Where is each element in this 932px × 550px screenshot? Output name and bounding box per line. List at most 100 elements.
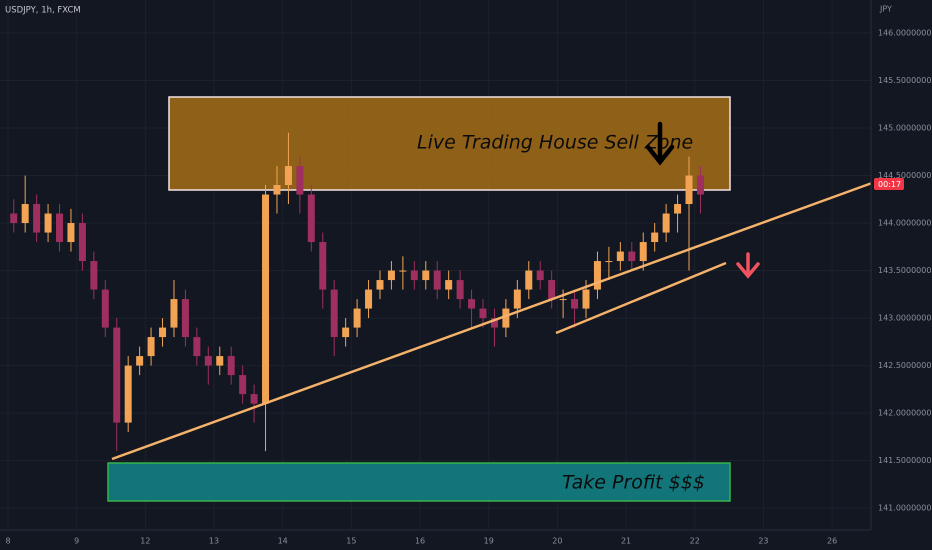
candle-body	[147, 337, 155, 357]
candle-body	[399, 270, 407, 272]
y-tick-label: 143.500000000	[878, 266, 932, 275]
x-tick-label: 20	[552, 537, 562, 546]
x-tick-label: 23	[758, 537, 768, 546]
y-tick-label: 141.500000000	[878, 456, 932, 465]
price-axis-bg	[871, 0, 932, 550]
candle-body	[502, 308, 510, 328]
candle-body	[651, 232, 659, 243]
y-tick-label: 146.000000000	[878, 28, 932, 37]
candle-body	[513, 289, 521, 309]
symbol-title: USDJPY, 1h, FXCM	[5, 6, 81, 16]
candle-body	[307, 194, 315, 243]
candle-body	[662, 213, 670, 233]
candle-body	[616, 251, 624, 262]
candle-body	[113, 327, 121, 423]
candle-body	[33, 204, 41, 233]
y-tick-label: 142.000000000	[878, 409, 932, 418]
candle-body	[605, 261, 613, 263]
candle-body	[342, 327, 350, 338]
candle-body	[90, 261, 98, 290]
grid	[0, 0, 871, 530]
down-arrow	[645, 121, 675, 166]
candle-body	[239, 375, 247, 395]
candle-body	[559, 299, 567, 301]
y-tick-label: 141.000000000	[878, 504, 932, 513]
candle-body	[136, 356, 144, 366]
y-tick-label: 144.500000000	[878, 171, 932, 180]
candle-body	[479, 308, 487, 319]
candle-body	[101, 289, 109, 328]
x-tick-label: 9	[74, 537, 79, 546]
candle-body	[582, 289, 590, 309]
ticks: 146.000000000 145.500000000 145.000000000 1…	[5, 28, 932, 545]
candle-body	[284, 166, 292, 186]
candle-body	[433, 270, 441, 290]
x-tick-label: 22	[690, 537, 700, 546]
candles	[10, 132, 704, 452]
trend-line	[555, 261, 727, 335]
x-tick-label: 21	[621, 537, 631, 546]
x-tick-label: 13	[209, 537, 219, 546]
candle-body	[10, 213, 18, 224]
trend-line	[111, 181, 873, 461]
candle-body	[250, 394, 258, 404]
y-tick-label: 143.000000000	[878, 314, 932, 323]
candle-body	[536, 270, 544, 281]
price-tag-label: 00:17	[878, 180, 901, 189]
candle-body	[44, 213, 52, 233]
candle-body	[490, 318, 498, 328]
candle-body	[376, 280, 384, 290]
candle-body	[387, 270, 395, 281]
y-tick-label: 144.000000000	[878, 219, 932, 228]
candle-body	[571, 299, 579, 309]
y-tick-label: 145.500000000	[878, 76, 932, 85]
x-tick-label: 16	[415, 537, 425, 546]
candle-body	[193, 337, 201, 357]
candle-body	[456, 280, 464, 300]
x-tick-label: 19	[484, 537, 494, 546]
candle-body	[468, 299, 476, 309]
candle-body	[170, 299, 178, 328]
candle-body	[628, 251, 636, 262]
candle-body	[216, 356, 224, 366]
candle-body	[319, 242, 327, 290]
candle-body	[696, 175, 704, 195]
candle-body	[56, 213, 64, 243]
y-tick-label: 142.500000000	[878, 361, 932, 370]
candle-body	[685, 175, 693, 205]
candle-body	[124, 365, 132, 423]
take-profit-label: Take Profit $$$	[562, 472, 705, 494]
candle-body	[639, 242, 647, 262]
candle-body	[78, 223, 86, 262]
x-tick-label: 12	[140, 537, 150, 546]
take-profit-zone	[107, 462, 731, 502]
candle-body	[353, 308, 361, 328]
candle-body	[296, 166, 304, 195]
candle-body	[365, 289, 373, 309]
x-tick-label: 26	[827, 537, 837, 546]
price-tag	[874, 178, 904, 190]
candle-body	[67, 223, 75, 243]
candle-body	[593, 261, 601, 290]
candle-body	[445, 280, 453, 290]
candle-body	[273, 185, 281, 195]
candle-body	[548, 280, 556, 300]
candle-body	[181, 299, 189, 338]
sell-zone	[168, 96, 731, 191]
candle-body	[410, 270, 418, 281]
sell-zone-label: Live Trading House Sell Zone	[417, 132, 693, 154]
candle-body	[204, 356, 212, 366]
y-tick-label: 145.000000000	[878, 124, 932, 133]
down-arrow	[736, 252, 760, 279]
candle-body	[159, 327, 167, 338]
x-tick-label: 15	[346, 537, 356, 546]
candle-body	[422, 270, 430, 281]
candle-body	[262, 194, 270, 404]
x-tick-label: 8	[5, 537, 10, 546]
candle-body	[525, 270, 533, 290]
axis-unit: JPY	[879, 5, 892, 14]
candle-body	[21, 204, 29, 224]
